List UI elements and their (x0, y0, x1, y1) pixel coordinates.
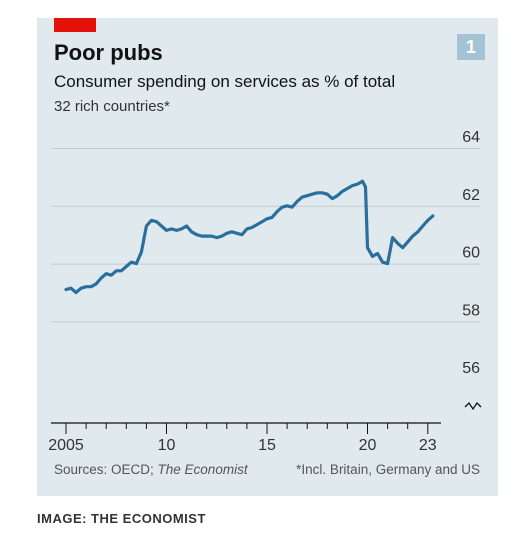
axis-break-mark (464, 401, 482, 411)
source-note: Sources: OECD; The Economist (54, 462, 248, 477)
brand-red-bar (54, 18, 96, 32)
y-tick-label-60: 60 (462, 245, 480, 262)
line-chart: 56 58 60 62 64 2005 10 15 20 23 (48, 129, 482, 454)
y-tick-label-64: 64 (462, 129, 480, 146)
chart-subsubtitle: 32 rich countries* (54, 98, 170, 115)
x-tick-label-20: 20 (359, 437, 377, 454)
x-tick-label-2005: 2005 (48, 437, 84, 454)
x-tick-label-23: 23 (419, 437, 437, 454)
footnote: *Incl. Britain, Germany and US (296, 462, 480, 477)
y-tick-label-56: 56 (462, 360, 480, 377)
chart-card: 1 Poor pubs Consumer spending on service… (37, 18, 498, 496)
source-prefix: Sources: OECD; (54, 462, 158, 477)
y-tick-label-62: 62 (462, 187, 480, 204)
chart-title: Poor pubs (54, 40, 163, 65)
y-tick-label-58: 58 (462, 302, 480, 319)
x-tick-label-10: 10 (158, 437, 176, 454)
image-credit: IMAGE: THE ECONOMIST (37, 511, 206, 526)
source-italic: The Economist (157, 462, 248, 477)
chart-subtitle: Consumer spending on services as % of to… (54, 72, 396, 91)
chart-number-badge: 1 (457, 34, 485, 60)
x-tick-label-15: 15 (258, 437, 276, 454)
series-line (64, 179, 435, 295)
